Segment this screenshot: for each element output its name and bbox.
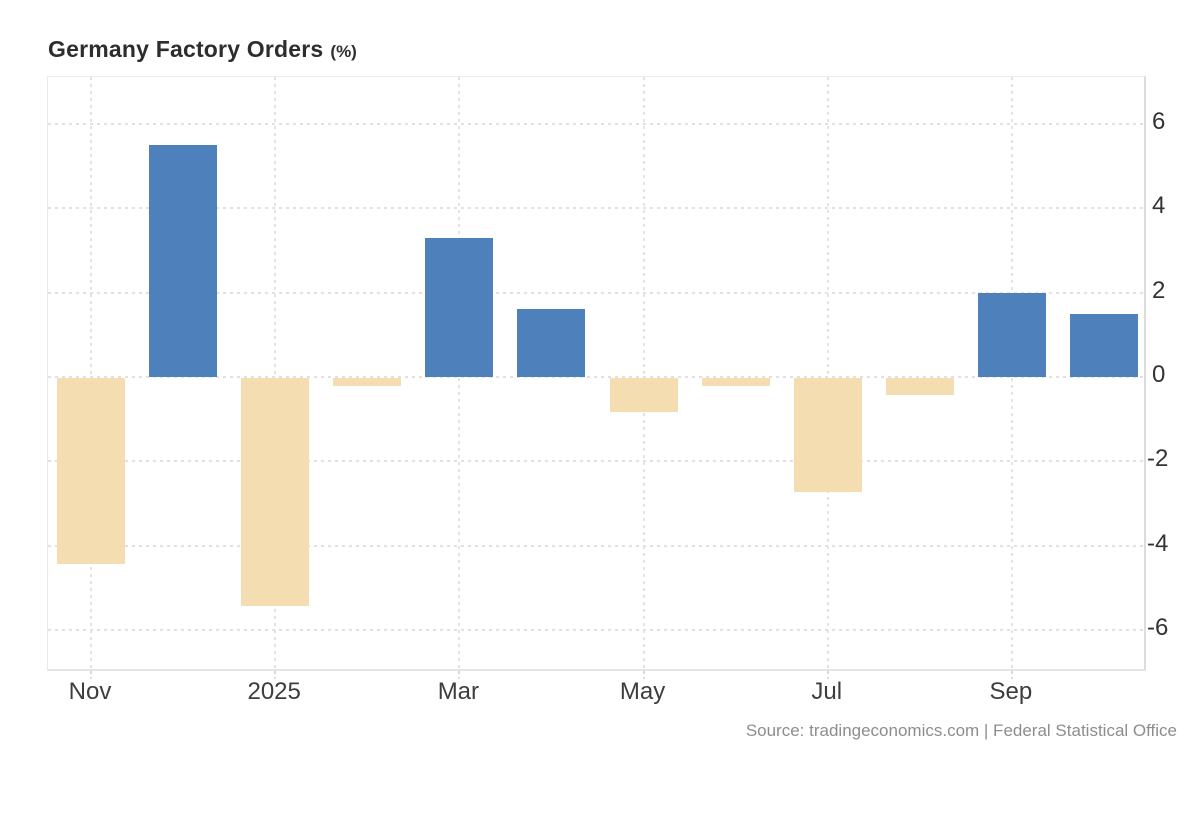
- gridline-h-2: [48, 291, 1144, 294]
- x-label-nov: Nov: [68, 678, 112, 705]
- x-label-2025: 2025: [247, 678, 301, 705]
- gridline-h--6: [48, 629, 1144, 632]
- bar-sep-2025[interactable]: [977, 292, 1046, 377]
- gridline-h-4: [48, 207, 1144, 210]
- gridline-v-2025: [274, 77, 277, 669]
- gridline-v-jul: [826, 77, 829, 669]
- x-tick-mar: [458, 671, 461, 679]
- chart-title-text: Germany Factory Orders: [48, 36, 324, 62]
- x-label-jul: Jul: [811, 678, 843, 705]
- y-label--6: -6: [1147, 614, 1169, 642]
- bar-feb-2025[interactable]: [333, 378, 402, 387]
- bar-mar-2025[interactable]: [425, 237, 494, 377]
- bar-aug-2025[interactable]: [885, 378, 954, 395]
- bar-jan-2025[interactable]: [241, 378, 310, 606]
- y-label-0: 0: [1152, 361, 1166, 388]
- bar-nov-2024[interactable]: [57, 378, 125, 564]
- x-tick-may: [642, 671, 645, 679]
- bar-may-2025[interactable]: [609, 378, 678, 412]
- y-label-4: 4: [1152, 192, 1166, 220]
- gridline-v-may: [642, 77, 645, 669]
- gridline-h-0: [48, 376, 1144, 378]
- gridline-v-nov: [90, 77, 92, 669]
- x-label-sep: Sep: [989, 678, 1033, 705]
- chart-title: Germany Factory Orders (%): [48, 36, 357, 63]
- x-tick-2025: [274, 671, 277, 679]
- x-tick-nov: [90, 671, 92, 679]
- chart-title-unit: (%): [330, 42, 357, 61]
- x-tick-sep: [1010, 671, 1013, 679]
- gridline-h--4: [48, 544, 1144, 547]
- y-label--4: -4: [1147, 529, 1169, 557]
- y-label-2: 2: [1152, 276, 1166, 304]
- bar-jul-2025[interactable]: [793, 378, 862, 492]
- y-label--2: -2: [1147, 445, 1169, 473]
- x-label-mar: Mar: [437, 678, 480, 705]
- gridline-h-6: [48, 122, 1144, 125]
- bar-jun-2025[interactable]: [701, 378, 770, 387]
- bar-oct-2025[interactable]: [1069, 313, 1138, 377]
- x-label-may: May: [619, 678, 666, 705]
- gridline-h--2: [48, 460, 1144, 463]
- bar-dec-2024[interactable]: [149, 144, 218, 377]
- source-attribution: Source: tradingeconomics.com | Federal S…: [745, 721, 1177, 740]
- y-label-6: 6: [1152, 107, 1166, 135]
- plot-area: [47, 76, 1146, 679]
- x-tick-jul: [826, 671, 829, 679]
- bar-apr-2025[interactable]: [517, 309, 586, 377]
